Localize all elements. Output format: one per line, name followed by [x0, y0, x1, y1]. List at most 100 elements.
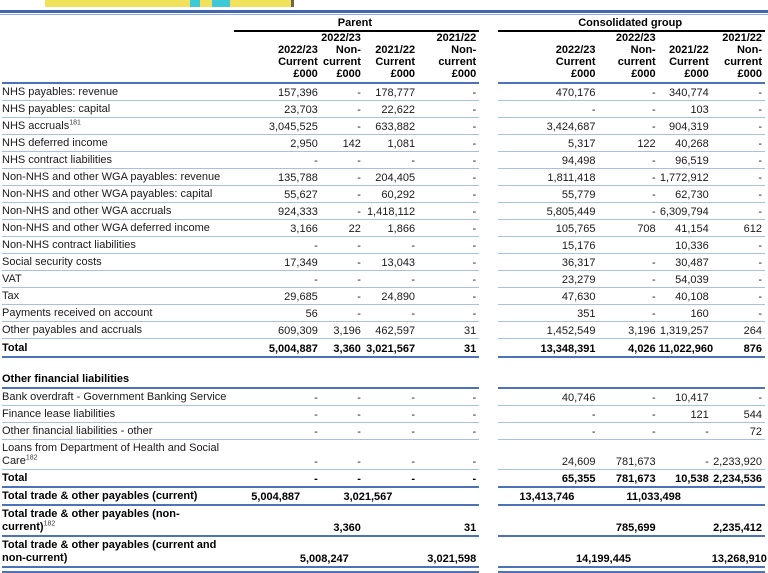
value-cell: -	[418, 439, 480, 470]
value-cell: -	[418, 117, 480, 135]
value-cell: 22	[320, 219, 364, 237]
value-cell: 24,609	[498, 439, 599, 470]
value-cell: 544	[711, 405, 765, 423]
row-label-text: NHS accruals	[2, 120, 70, 132]
value-cell: -	[711, 270, 765, 288]
value-cell: -	[418, 405, 480, 423]
spacer-row-cell	[2, 357, 765, 370]
value-cell: -	[320, 100, 364, 118]
group-gap	[479, 83, 498, 101]
value-cell: -	[598, 405, 659, 423]
group-gap	[479, 305, 498, 322]
value-cell: 40,108	[658, 287, 712, 305]
value-cell: -	[598, 287, 659, 305]
value-cell: 55,779	[498, 185, 599, 203]
value-cell: -	[363, 405, 419, 423]
value-cell: 23,279	[498, 270, 599, 288]
footnote-ref: 181	[69, 119, 81, 127]
row-label-text: Total trade & other payables (current an…	[2, 539, 217, 564]
row-label: Bank overdraft - Government Banking Serv…	[2, 387, 234, 406]
value-cell: 41,154	[658, 219, 712, 237]
value-cell	[418, 487, 480, 506]
group-gap	[479, 118, 498, 135]
value-cell: 10,336	[658, 236, 712, 254]
consol-col-2022-noncurrent: 2022/23 Non- current £000	[598, 31, 659, 84]
value-cell: -	[711, 168, 765, 186]
value-cell: 105,765	[498, 219, 599, 237]
value-cell: 924,333	[233, 202, 321, 220]
value-cell: 470,176	[498, 83, 599, 101]
value-cell: 29,685	[233, 287, 321, 305]
row-label-text: NHS payables: revenue	[2, 86, 119, 98]
value-cell: -	[363, 236, 419, 254]
value-cell: -	[320, 439, 364, 470]
value-cell: -	[711, 304, 765, 322]
row-label: Other financial liabilities	[2, 369, 234, 389]
row-label-text: Loans from Department of Health and Soci…	[2, 441, 220, 467]
value-cell: -	[418, 219, 480, 237]
value-cell: 94,498	[498, 151, 599, 169]
value-cell: 56	[233, 304, 321, 322]
value-cell: 15,176	[498, 236, 599, 254]
group-gap	[479, 101, 498, 118]
payables-table: Parent Consolidated group 2022/23 Curren…	[2, 17, 767, 573]
footnote-ref: 182	[25, 453, 38, 461]
label-column-header	[2, 31, 234, 84]
value-cell: -	[658, 422, 712, 440]
group-gap	[479, 405, 498, 422]
value-cell: 121	[658, 405, 712, 423]
table-row: Non-NHS contract liabilities - - - -15,176 10…	[2, 236, 765, 254]
value-cell: -	[418, 151, 480, 169]
group-gap	[479, 203, 498, 220]
row-label-text: VAT	[2, 273, 22, 285]
consolidated-group-header: Consolidated group	[498, 17, 765, 32]
table-row: NHS payables: capital 23,703-22,622- - -103…	[2, 100, 765, 118]
row-label-text: Other financial liabilities - other	[2, 424, 153, 437]
group-header-row: Parent Consolidated group	[2, 17, 765, 32]
value-cell: 785,699	[598, 505, 659, 537]
value-cell: 122	[598, 134, 659, 152]
value-cell: 24,890	[363, 287, 419, 305]
table-row: Total - - - -65,355 781,673 10,538 2,234,536	[2, 469, 765, 488]
row-label-text: Non-NHS contract liabilities	[2, 239, 136, 251]
highlighted-heading-sliver	[45, 0, 294, 7]
value-cell: 5,008,247	[233, 536, 419, 568]
group-gap	[479, 567, 498, 572]
value-cell: -	[418, 236, 480, 254]
table-row: Total trade & other payables (current an…	[2, 536, 767, 568]
section-rule	[233, 369, 480, 389]
value-cell: -	[363, 422, 419, 440]
consol-col-2021-current: 2021/22 Current £000	[658, 31, 712, 84]
value-cell: 264	[711, 321, 765, 339]
highlight-end-tick	[291, 0, 294, 7]
value-cell: 30,487	[658, 253, 712, 271]
value-cell: -	[498, 100, 599, 118]
value-cell: -	[320, 287, 364, 305]
row-label-text: Tax	[2, 290, 20, 302]
value-cell: -	[711, 202, 765, 220]
value-cell: -	[320, 83, 364, 101]
group-gap	[479, 536, 498, 567]
group-gap	[479, 135, 498, 152]
value-cell: -	[711, 83, 765, 101]
group-gap	[479, 288, 498, 305]
value-cell: 781,673	[598, 439, 659, 470]
parent-col-2021-noncurrent: 2021/22 Non- current £000	[418, 31, 480, 84]
row-label-text: Total trade & other payables (current)	[2, 490, 198, 502]
value-cell: -	[418, 387, 480, 406]
table-row: Non-NHS and other WGA deferred income 3,1…	[2, 219, 765, 237]
row-label: Total	[2, 469, 234, 488]
value-cell: 11,022,960	[658, 338, 713, 358]
value-cell: -	[711, 151, 765, 169]
value-cell: 11,033,498	[598, 487, 712, 506]
table-row: Bank overdraft - Government Banking Serv…	[2, 387, 765, 406]
value-cell: -	[598, 168, 659, 186]
value-cell: -	[233, 151, 321, 169]
row-label: NHS deferred income	[2, 134, 234, 152]
parent-col-2022-current: 2022/23 Current £000	[233, 31, 321, 84]
row-label-text: Social security costs	[2, 256, 102, 268]
value-cell: -	[233, 236, 321, 254]
value-cell: -	[320, 202, 364, 220]
value-cell: 609,309	[233, 321, 321, 339]
